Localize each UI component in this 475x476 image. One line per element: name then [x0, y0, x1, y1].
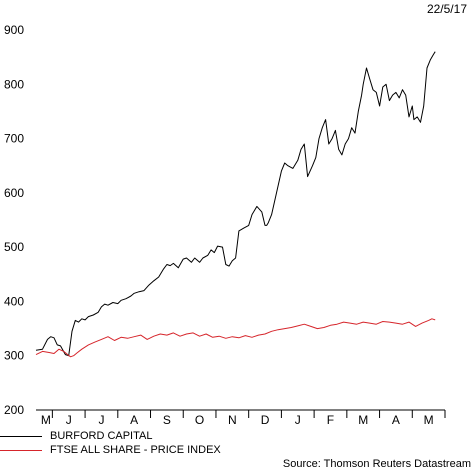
x-tick-label: M	[424, 413, 434, 425]
x-tick-label: J	[295, 413, 301, 425]
x-tick-label: S	[163, 413, 171, 425]
series-line-ftse	[35, 318, 436, 358]
x-tick-label: J	[66, 413, 72, 425]
x-tick-label: M	[41, 413, 51, 425]
x-tick-label: J	[98, 413, 104, 425]
date-label: 22/5/17	[426, 2, 467, 16]
x-tick-label: A	[392, 413, 400, 425]
source-note: Source: Thomson Reuters Datastream	[282, 458, 471, 470]
y-tick-label: 600	[4, 186, 24, 200]
x-tick-label: F	[327, 413, 334, 425]
x-tick-label: D	[261, 413, 270, 425]
line-chart: 200 300 400 500 600 700 800 900 M J J A S O N D J F M A M	[4, 23, 446, 425]
legend-swatch-ftse	[0, 449, 42, 451]
y-tick-label: 300	[4, 349, 24, 363]
legend-swatch-burford	[0, 435, 42, 437]
y-axis-labels: 200 300 400 500 600 700 800 900	[4, 23, 24, 417]
x-tick-label: O	[195, 413, 204, 425]
series-line-burford	[35, 51, 436, 357]
x-tick-label: N	[228, 413, 237, 425]
legend-item-burford: BURFORD CAPITAL	[0, 429, 221, 443]
y-tick-label: 400	[4, 294, 24, 308]
x-tick-label: M	[358, 413, 368, 425]
x-tick-label: A	[130, 413, 138, 425]
y-tick-label: 700	[4, 132, 24, 146]
series-lines	[35, 51, 436, 358]
legend: BURFORD CAPITAL FTSE ALL SHARE - PRICE I…	[0, 429, 221, 457]
y-tick-label: 500	[4, 240, 24, 254]
legend-label-burford: BURFORD CAPITAL	[50, 430, 153, 442]
legend-label-ftse: FTSE ALL SHARE - PRICE INDEX	[50, 444, 221, 456]
y-tick-label: 200	[4, 403, 24, 417]
y-tick-label: 800	[4, 77, 24, 91]
y-tick-label: 900	[4, 23, 24, 37]
legend-item-ftse: FTSE ALL SHARE - PRICE INDEX	[0, 443, 221, 457]
